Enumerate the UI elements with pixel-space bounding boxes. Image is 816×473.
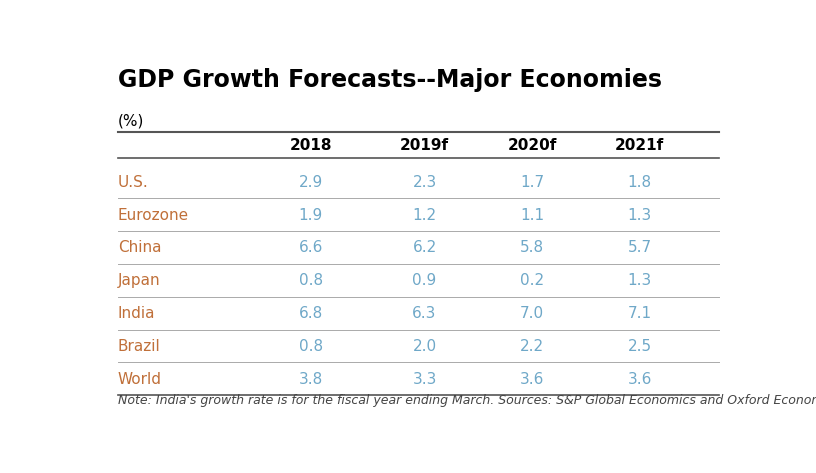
Text: 2021f: 2021f <box>615 139 664 154</box>
Text: 1.8: 1.8 <box>628 175 652 190</box>
Text: 3.6: 3.6 <box>628 372 652 386</box>
Text: 6.8: 6.8 <box>299 306 323 321</box>
Text: 3.6: 3.6 <box>520 372 544 386</box>
Text: China: China <box>118 240 162 255</box>
Text: 1.3: 1.3 <box>628 208 652 223</box>
Text: 5.8: 5.8 <box>520 240 544 255</box>
Text: Japan: Japan <box>118 273 161 288</box>
Text: U.S.: U.S. <box>118 175 149 190</box>
Text: 6.6: 6.6 <box>299 240 323 255</box>
Text: 2020f: 2020f <box>508 139 557 154</box>
Text: 1.2: 1.2 <box>412 208 437 223</box>
Text: GDP Growth Forecasts--Major Economies: GDP Growth Forecasts--Major Economies <box>118 68 662 92</box>
Text: 2019f: 2019f <box>400 139 449 154</box>
Text: 6.2: 6.2 <box>412 240 437 255</box>
Text: 6.3: 6.3 <box>412 306 437 321</box>
Text: 2.2: 2.2 <box>520 339 544 354</box>
Text: 1.3: 1.3 <box>628 273 652 288</box>
Text: 7.0: 7.0 <box>520 306 544 321</box>
Text: 5.7: 5.7 <box>628 240 652 255</box>
Text: 2018: 2018 <box>290 139 332 154</box>
Text: 1.9: 1.9 <box>299 208 323 223</box>
Text: 7.1: 7.1 <box>628 306 652 321</box>
Text: 0.8: 0.8 <box>299 339 323 354</box>
Text: 2.5: 2.5 <box>628 339 652 354</box>
Text: India: India <box>118 306 155 321</box>
Text: 0.8: 0.8 <box>299 273 323 288</box>
Text: 2.9: 2.9 <box>299 175 323 190</box>
Text: 2.3: 2.3 <box>412 175 437 190</box>
Text: 0.9: 0.9 <box>412 273 437 288</box>
Text: 1.7: 1.7 <box>520 175 544 190</box>
Text: Eurozone: Eurozone <box>118 208 189 223</box>
Text: 3.3: 3.3 <box>412 372 437 386</box>
Text: (%): (%) <box>118 113 144 128</box>
Text: 1.1: 1.1 <box>520 208 544 223</box>
Text: 0.2: 0.2 <box>520 273 544 288</box>
Text: Note: India's growth rate is for the fiscal year ending March. Sources: S&P Glob: Note: India's growth rate is for the fis… <box>118 394 816 407</box>
Text: 3.8: 3.8 <box>299 372 323 386</box>
Text: 2.0: 2.0 <box>412 339 437 354</box>
Text: Brazil: Brazil <box>118 339 161 354</box>
Text: World: World <box>118 372 162 386</box>
